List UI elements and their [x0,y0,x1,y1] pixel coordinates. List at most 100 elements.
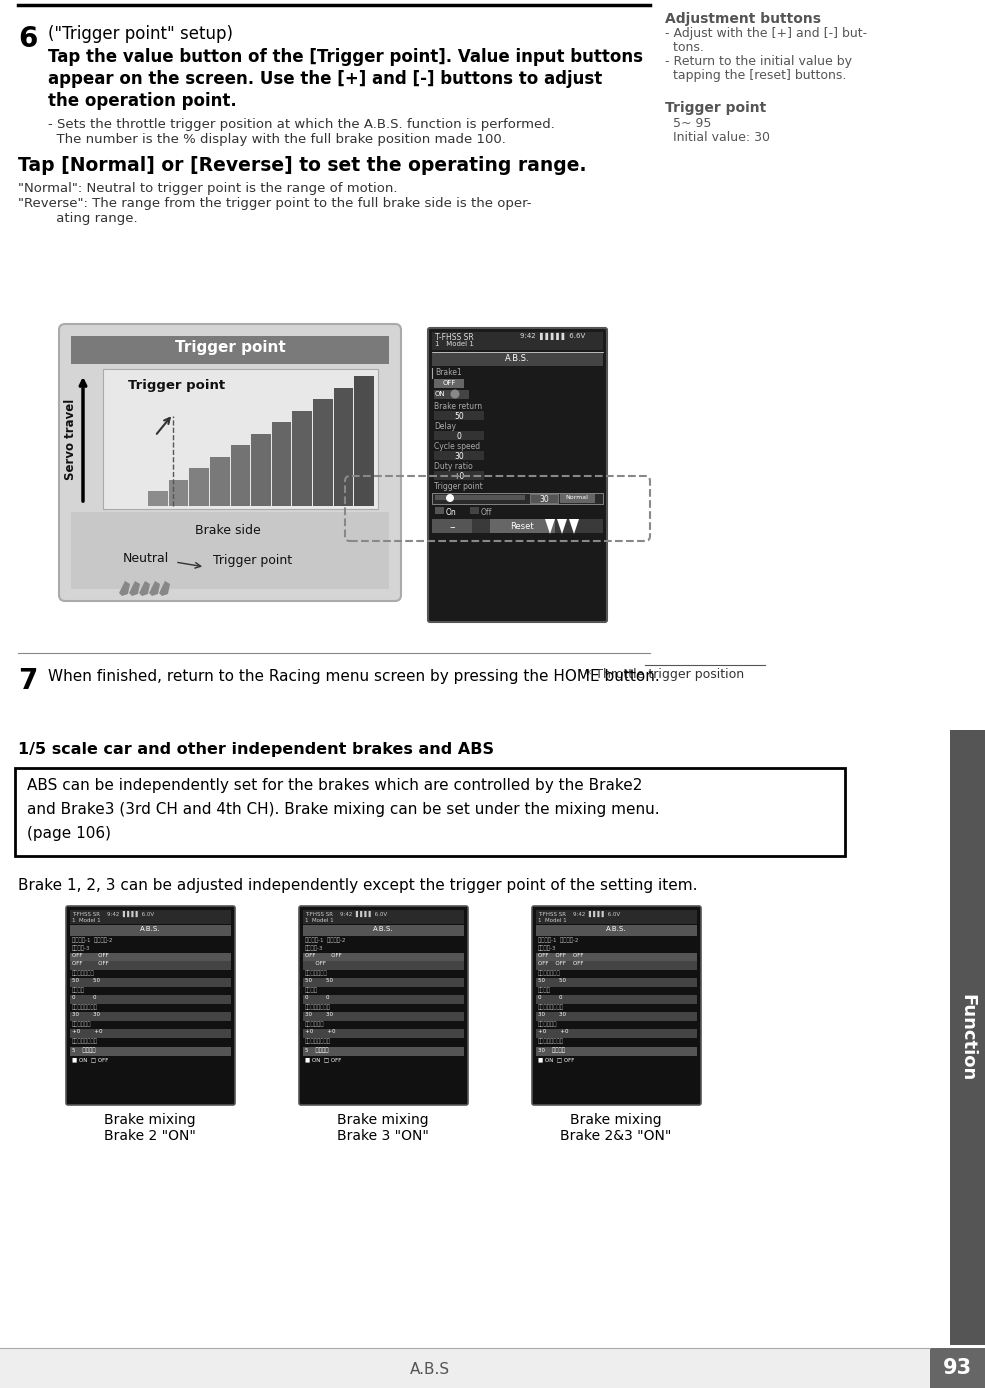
Text: OFF    OFF    OFF: OFF OFF OFF [538,954,583,958]
Text: Normal: Normal [565,496,588,500]
Bar [536,979,697,987]
Bar [536,1029,697,1038]
Text: ブレーキ-3: ブレーキ-3 [72,945,91,951]
Text: "Normal": Neutral to trigger point is the range of motion.: "Normal": Neutral to trigger point is th… [18,182,398,194]
Text: tons.: tons. [665,42,704,54]
Text: デューティ比: デューティ比 [305,1022,324,1027]
Polygon shape [569,519,579,534]
Text: トリガーポイント: トリガーポイント [72,1038,98,1044]
Bar [303,960,464,970]
Text: A.B.S: A.B.S [410,1362,450,1377]
Text: 5    ノーマル: 5 ノーマル [305,1047,329,1052]
Text: Duty ratio: Duty ratio [434,462,473,471]
Text: - Return to the initial value by: - Return to the initial value by [665,56,852,68]
Bar [303,1047,464,1056]
Bar [536,960,697,970]
Bar [70,1029,231,1038]
Text: T-FHSS SR    9:42  ▌▌▌▌ 6.0V: T-FHSS SR 9:42 ▌▌▌▌ 6.0V [305,911,387,917]
Text: 5    ノーマル: 5 ノーマル [72,1047,96,1052]
FancyBboxPatch shape [532,906,701,1105]
Text: appear on the screen. Use the [+] and [-] buttons to adjust: appear on the screen. Use the [+] and [-… [48,69,602,87]
Bar [303,924,464,936]
Text: Brake 2 "ON": Brake 2 "ON" [104,1128,196,1142]
Text: Trigger point: Trigger point [174,340,286,355]
FancyBboxPatch shape [299,906,468,1105]
Text: - Adjust with the [+] and [-] but-: - Adjust with the [+] and [-] but- [665,26,867,40]
Text: OFF         OFF: OFF OFF [72,954,108,958]
Bar [434,432,484,440]
Bar [434,471,484,480]
Text: Brake mixing: Brake mixing [570,1113,662,1127]
Text: and Brake3 (3rd CH and 4th CH). Brake mixing can be set under the mixing menu.: and Brake3 (3rd CH and 4th CH). Brake mi… [27,802,660,818]
Text: 30        30: 30 30 [72,1012,100,1017]
Bar [303,995,464,1004]
Text: Brake1: Brake1 [435,368,462,378]
Text: ブレーキ戻り量: ブレーキ戻り量 [538,970,560,976]
Text: Brake 1, 2, 3 can be adjusted independently except the trigger point of the sett: Brake 1, 2, 3 can be adjusted independen… [18,879,697,892]
Text: ■ ON  □ OFF: ■ ON □ OFF [72,1058,108,1062]
Text: tapping the [reset] buttons.: tapping the [reset] buttons. [665,69,846,82]
Text: - Sets the throttle trigger position at which the A.B.S. function is performed.: - Sets the throttle trigger position at … [48,118,555,130]
Bar [70,954,231,962]
Text: 30        30: 30 30 [305,1012,333,1017]
Text: 1  Model 1: 1 Model 1 [72,917,100,923]
Bar [303,979,464,987]
Text: 1/5 scale car and other independent brakes and ABS: 1/5 scale car and other independent brak… [18,743,494,756]
Bar [334,387,354,507]
Polygon shape [159,582,170,595]
Text: 0          0: 0 0 [72,995,97,999]
Bar [536,1047,697,1056]
Bar [434,390,469,398]
Text: ブレーキ-1  ブレーキ-2: ブレーキ-1 ブレーキ-2 [305,937,346,942]
Text: Reset: Reset [510,522,534,532]
Text: Brake return: Brake return [434,403,482,411]
Text: Initial value: 30: Initial value: 30 [665,130,770,144]
Polygon shape [106,376,375,507]
Text: Delay: Delay [434,422,456,432]
Text: OFF: OFF [442,380,456,386]
Bar [313,398,333,507]
Bar [432,519,603,533]
Bar [293,411,312,507]
Text: Brake mixing: Brake mixing [104,1113,196,1127]
Text: * Throttle trigger position: * Throttle trigger position [585,668,744,682]
Text: 30: 30 [454,452,464,461]
Bar [272,422,292,507]
Bar [536,954,697,962]
Bar [432,482,603,491]
Bar [432,493,603,504]
Text: Tap [Normal] or [Reverse] to set the operating range.: Tap [Normal] or [Reverse] to set the ope… [18,155,586,175]
Bar [168,479,188,507]
Polygon shape [545,519,555,534]
Text: ブレーキ-3: ブレーキ-3 [538,945,557,951]
Bar [70,979,231,987]
Text: OFF         OFF: OFF OFF [72,960,108,966]
Text: Off: Off [481,508,492,516]
Bar [230,446,250,507]
Text: (page 106): (page 106) [27,826,111,841]
Bar [210,457,230,507]
Text: 1  Model 1: 1 Model 1 [538,917,566,923]
FancyBboxPatch shape [428,328,607,622]
Text: サイクルスピード: サイクルスピード [305,1004,331,1009]
Bar [432,332,603,350]
Bar [251,433,271,507]
Bar [434,451,484,459]
Text: トリガーポイント: トリガーポイント [305,1038,331,1044]
Text: ■ ON  □ OFF: ■ ON □ OFF [538,1058,574,1062]
FancyBboxPatch shape [59,323,401,601]
Polygon shape [557,519,567,534]
Text: 1  Model 1: 1 Model 1 [305,917,334,923]
Text: トリガーポイント: トリガーポイント [538,1038,564,1044]
Text: A.B.S.: A.B.S. [606,926,626,931]
Text: 30    ノーマル: 30 ノーマル [538,1047,565,1052]
Text: デューティ比: デューティ比 [538,1022,558,1027]
Bar [189,468,209,507]
Text: 50: 50 [454,412,464,421]
Text: ("Trigger point" setup): ("Trigger point" setup) [48,25,233,43]
Bar [70,911,231,924]
Text: ブレーキ-3: ブレーキ-3 [305,945,323,951]
Bar [303,954,464,962]
Text: 7: 7 [18,668,37,695]
Text: A.B.S.: A.B.S. [504,354,529,364]
